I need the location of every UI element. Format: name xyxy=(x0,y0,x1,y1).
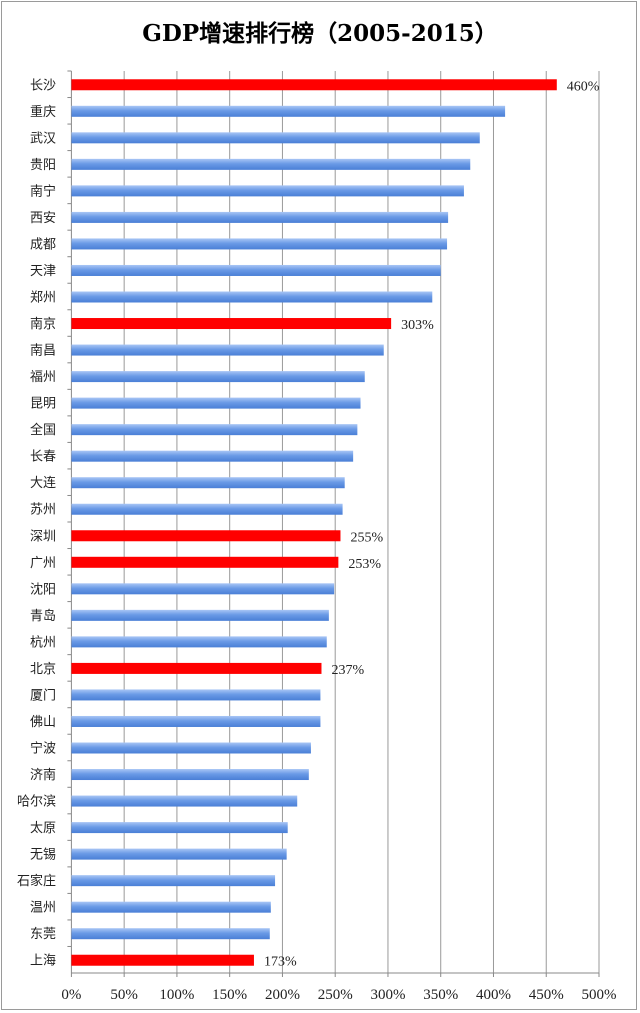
data-label: 255% xyxy=(350,530,383,545)
bar-厦门 xyxy=(71,689,321,701)
bar-无锡 xyxy=(71,848,287,860)
x-tick-label: 150% xyxy=(212,987,247,1003)
category-label: 上海 xyxy=(30,954,56,969)
bar-昆明 xyxy=(71,397,361,409)
bar-沈阳 xyxy=(71,583,335,595)
bar-青岛 xyxy=(71,609,329,621)
category-label: 成都 xyxy=(30,237,56,252)
bar-北京 xyxy=(71,662,322,674)
x-tick-label: 200% xyxy=(265,987,300,1003)
bar-南京 xyxy=(71,318,392,330)
x-tick-label: 50% xyxy=(110,987,138,1003)
category-label: 深圳 xyxy=(30,529,56,544)
bar-西安 xyxy=(71,211,449,223)
bar-南昌 xyxy=(71,344,384,356)
bar-郑州 xyxy=(71,291,433,303)
category-label: 广州 xyxy=(30,556,56,571)
x-tick-label: 450% xyxy=(529,987,564,1003)
x-tick-label: 0% xyxy=(61,987,81,1003)
data-label: 460% xyxy=(567,79,600,94)
category-label: 佛山 xyxy=(30,715,56,730)
bar-长春 xyxy=(71,450,354,462)
category-label: 东莞 xyxy=(30,927,56,942)
bar-大连 xyxy=(71,477,345,489)
category-label: 昆明 xyxy=(30,397,56,412)
category-label: 西安 xyxy=(30,211,56,226)
bar-深圳 xyxy=(71,530,341,542)
category-label: 哈尔滨 xyxy=(17,794,56,810)
bar-杭州 xyxy=(71,636,327,648)
category-label: 重庆 xyxy=(30,104,56,120)
category-label: 武汉 xyxy=(30,131,56,146)
category-label: 青岛 xyxy=(30,608,56,624)
bar-南宁 xyxy=(71,185,464,197)
category-label: 郑州 xyxy=(30,291,56,306)
bar-武汉 xyxy=(71,132,480,144)
bar-哈尔滨 xyxy=(71,795,298,807)
category-label: 宁波 xyxy=(30,741,56,757)
category-label: 全国 xyxy=(30,422,56,438)
category-label: 贵阳 xyxy=(30,158,56,173)
bar-苏州 xyxy=(71,503,343,515)
data-label: 253% xyxy=(348,557,381,572)
category-label: 太原 xyxy=(30,821,56,836)
category-label: 福州 xyxy=(30,370,56,385)
category-label: 北京 xyxy=(30,662,56,677)
category-label: 南昌 xyxy=(30,343,56,359)
category-label: 温州 xyxy=(30,901,56,916)
x-tick-label: 350% xyxy=(423,987,458,1003)
bar-石家庄 xyxy=(71,875,276,887)
category-label: 大连 xyxy=(30,475,56,491)
bar-重庆 xyxy=(71,105,506,117)
x-tick-label: 400% xyxy=(476,987,511,1003)
category-label: 厦门 xyxy=(30,688,56,703)
bar-长沙 xyxy=(71,79,557,91)
category-label: 无锡 xyxy=(30,848,56,863)
bar-温州 xyxy=(71,901,271,913)
bar-全国 xyxy=(71,424,358,436)
bar-上海 xyxy=(71,954,254,966)
bar-济南 xyxy=(71,769,309,781)
data-label: 303% xyxy=(401,318,434,333)
data-label: 237% xyxy=(331,663,364,678)
category-label: 济南 xyxy=(30,767,56,783)
bar-宁波 xyxy=(71,742,311,754)
category-label: 天津 xyxy=(30,264,56,279)
chart-title: GDP增速排行榜（2005-2015） xyxy=(142,20,498,47)
bar-成都 xyxy=(71,238,448,250)
bar-广州 xyxy=(71,556,339,568)
bar-太原 xyxy=(71,822,288,834)
category-label: 长春 xyxy=(30,450,56,465)
category-label: 南宁 xyxy=(30,183,56,199)
bar-福州 xyxy=(71,371,365,383)
bar-东莞 xyxy=(71,928,270,940)
bar-佛山 xyxy=(71,715,321,727)
category-label: 石家庄 xyxy=(17,873,56,889)
x-tick-label: 100% xyxy=(159,987,194,1003)
x-tick-label: 250% xyxy=(318,987,353,1003)
category-label: 杭州 xyxy=(30,635,56,650)
category-label: 苏州 xyxy=(30,502,56,518)
bar-贵阳 xyxy=(71,158,471,170)
bar-天津 xyxy=(71,264,441,276)
category-label: 长沙 xyxy=(30,78,56,93)
category-label: 南京 xyxy=(30,316,56,332)
x-tick-label: 300% xyxy=(370,987,405,1003)
x-tick-label: 500% xyxy=(582,987,617,1003)
category-label: 沈阳 xyxy=(30,582,56,597)
data-label: 173% xyxy=(264,955,297,970)
